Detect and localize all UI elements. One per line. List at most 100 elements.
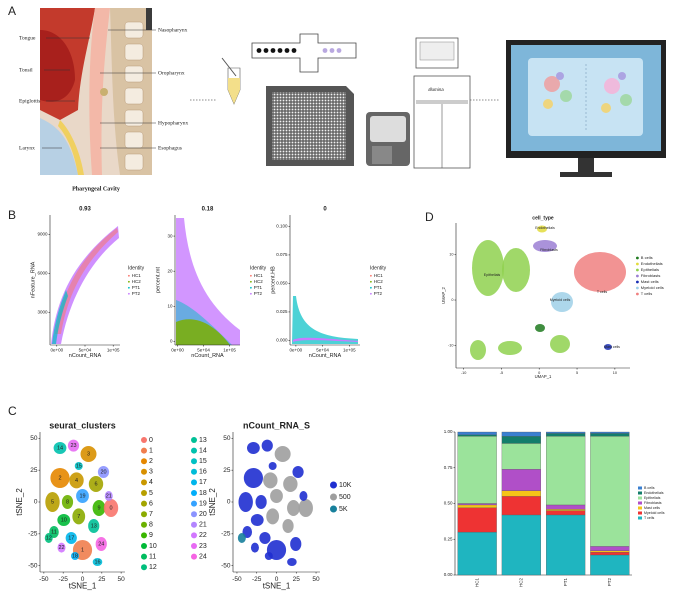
x-tick-label: 10 xyxy=(613,371,617,375)
panel-label: A xyxy=(8,4,16,18)
cluster xyxy=(502,248,530,292)
cluster xyxy=(237,533,246,543)
legend-label: PT2 xyxy=(254,291,263,296)
cluster xyxy=(250,514,264,526)
legend-swatch xyxy=(191,543,197,549)
bar-segment xyxy=(457,436,497,504)
legend-label: 13 xyxy=(199,437,207,444)
legend-label: PT1 xyxy=(132,285,141,290)
legend-label: 17 xyxy=(199,479,207,486)
cluster-label: 14 xyxy=(57,445,63,451)
x-tick-label: -25 xyxy=(252,576,262,583)
x-tick-label: 0e+00 xyxy=(290,348,303,353)
legend-swatch xyxy=(127,274,130,277)
cluster xyxy=(261,439,273,452)
y-axis-label: UMAP_2 xyxy=(441,286,446,303)
cluster-label: T cells xyxy=(597,290,608,294)
legend-swatch xyxy=(638,511,642,515)
legend-label: HC1 xyxy=(254,273,263,278)
legend-swatch xyxy=(127,280,130,283)
legend-swatch xyxy=(141,479,147,486)
legend-label: 9 xyxy=(149,532,153,539)
x-tick-label: 1e+05 xyxy=(107,348,120,353)
bar-segment xyxy=(457,504,497,508)
legend-label: 18 xyxy=(199,490,207,497)
y-tick-label: -25 xyxy=(221,531,231,538)
legend-label: 10K xyxy=(339,482,352,489)
y-tick-label: 20 xyxy=(167,268,173,273)
legend-swatch xyxy=(141,468,147,475)
cluster-label: Endothelials xyxy=(535,226,555,230)
legend-swatch xyxy=(191,511,197,518)
y-axis-label: tSNE_2 xyxy=(208,488,217,516)
y-tick-label: -50 xyxy=(28,562,38,569)
legend-title: Identity xyxy=(370,265,387,271)
cluster xyxy=(282,519,294,533)
legend-label: Myeloid cells xyxy=(644,511,665,515)
legend-label: 4 xyxy=(149,479,153,486)
bar-segment xyxy=(546,510,586,516)
legend-label: Endothelials xyxy=(641,261,663,266)
legend-swatch xyxy=(638,506,642,510)
legend-label: Mast cells xyxy=(644,506,660,510)
cluster-label: 24 xyxy=(98,541,104,547)
x-tick-label: -5 xyxy=(500,371,503,375)
legend-label: Myeloid cells xyxy=(641,285,664,290)
legend-label: PT2 xyxy=(374,291,383,296)
anatomy-label: Epiglottis xyxy=(19,98,40,104)
cluster xyxy=(69,472,84,489)
legend-label: 20 xyxy=(199,511,207,518)
legend-swatch xyxy=(636,280,639,284)
anatomy-label: Tongue xyxy=(19,35,36,41)
bar-segment xyxy=(546,433,586,437)
anatomy-label: Nasopharynx xyxy=(158,27,188,33)
legend-swatch xyxy=(191,458,197,465)
legend-label: 0 xyxy=(149,437,153,444)
cluster xyxy=(290,537,302,551)
y-tick-label: 50 xyxy=(30,435,38,442)
x-tick-label: HC1 xyxy=(474,578,479,587)
bar-segment xyxy=(546,514,586,576)
cluster xyxy=(535,324,545,332)
bar-segment xyxy=(590,554,630,576)
legend-swatch xyxy=(330,505,337,513)
y-tick-label: 0.025 xyxy=(276,309,288,314)
cluster-label: 8 xyxy=(66,499,69,505)
legend-swatch xyxy=(191,447,197,454)
y-tick-label: 10 xyxy=(449,253,453,257)
cluster xyxy=(71,552,79,560)
cluster xyxy=(92,558,103,566)
y-tick-label: -25 xyxy=(28,531,38,538)
x-tick-label: -10 xyxy=(461,371,467,375)
x-tick-label: 50 xyxy=(118,576,126,583)
x-axis-label: tSNE_1 xyxy=(263,582,291,591)
cluster-label: 17 xyxy=(68,535,74,541)
bar-segment xyxy=(457,507,497,533)
x-tick-label: 25 xyxy=(98,576,106,583)
legend-label: 21 xyxy=(199,522,207,529)
cluster xyxy=(472,240,504,296)
cluster-label: 7 xyxy=(77,514,80,520)
panel-label: C xyxy=(8,404,17,418)
legend-title: Identity xyxy=(128,265,145,271)
y-axis-label: tSNE_2 xyxy=(15,488,24,516)
legend-swatch xyxy=(191,479,197,486)
legend-swatch xyxy=(141,564,147,571)
cluster-label: 6 xyxy=(94,481,97,487)
cluster-label: 16 xyxy=(94,559,100,565)
cluster-label: 1 xyxy=(81,547,84,553)
legend-label: 10 xyxy=(149,543,157,550)
y-tick-label: 0 xyxy=(227,499,231,506)
y-tick-label: 10 xyxy=(167,304,173,309)
legend-swatch xyxy=(141,490,147,496)
cluster xyxy=(80,446,97,462)
y-tick-label: 0.050 xyxy=(276,281,288,286)
bar-segment xyxy=(501,514,541,576)
cluster-label: 23 xyxy=(70,443,76,449)
cluster-label: 2 xyxy=(58,475,61,481)
bar-segment xyxy=(590,436,630,547)
cluster-label: 5 xyxy=(51,499,54,505)
cluster xyxy=(537,225,547,233)
bar-segment xyxy=(590,551,630,556)
